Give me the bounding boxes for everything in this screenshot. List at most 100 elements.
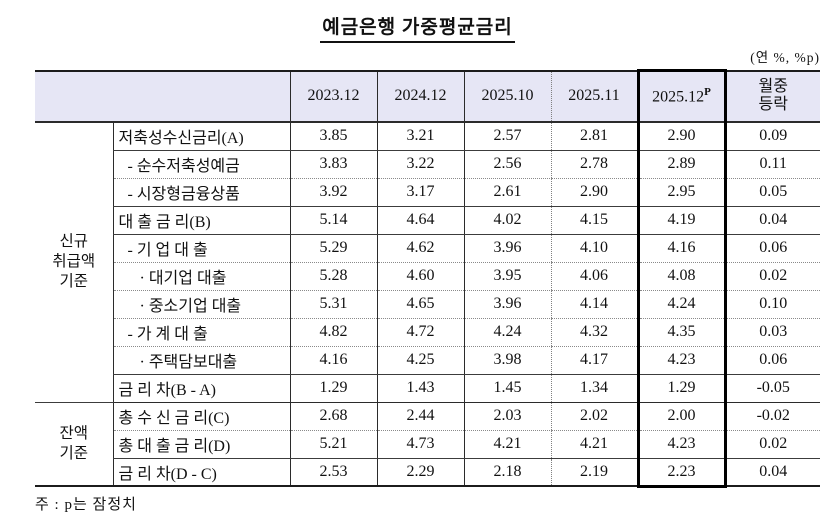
value-cell-current: 2.23 <box>636 458 727 488</box>
value-cell: 4.15 <box>550 206 638 235</box>
change-cell: 0.04 <box>723 206 820 235</box>
row-label: 총 대 출 금 리(D) <box>112 430 290 459</box>
value-cell: 4.62 <box>376 234 464 263</box>
value-cell: 4.02 <box>463 206 551 235</box>
value-cell: 4.72 <box>376 318 464 347</box>
change-cell: 0.09 <box>723 122 820 151</box>
value-cell: 4.16 <box>289 346 377 375</box>
value-cell-current: 4.19 <box>636 206 727 235</box>
value-cell: 1.43 <box>376 374 464 403</box>
value-cell: 4.17 <box>550 346 638 375</box>
change-cell: 0.10 <box>723 290 820 319</box>
row-label: · 주택담보대출 <box>112 346 290 375</box>
value-cell: 4.14 <box>550 290 638 319</box>
period-header: 2025.10 <box>463 70 551 123</box>
value-cell: 2.18 <box>463 458 551 486</box>
value-cell: 5.31 <box>289 290 377 319</box>
value-cell-current: 2.90 <box>636 122 727 151</box>
row-label: 금 리 차(D - C) <box>112 458 290 486</box>
current-period-label: 2025.12 <box>652 88 705 106</box>
value-cell: 2.02 <box>550 402 638 431</box>
table-row: 대 출 금 리(B) 5.14 4.64 4.02 4.15 4.19 0.04 <box>35 206 820 235</box>
change-cell: -0.05 <box>723 374 820 403</box>
provisional-superscript: P <box>704 86 711 99</box>
value-cell: 4.21 <box>550 430 638 459</box>
change-header: 월중 등락 <box>725 70 820 123</box>
table-row: 잔액 기준 총 수 신 금 리(C) 2.68 2.44 2.03 2.02 2… <box>35 402 820 487</box>
row-label: - 가 계 대 출 <box>112 318 290 347</box>
period-header: 2025.11 <box>550 70 638 123</box>
period-header: 2024.12 <box>376 70 464 123</box>
value-cell: 2.53 <box>289 458 377 486</box>
value-cell: 4.65 <box>376 290 464 319</box>
value-cell: 4.24 <box>463 318 551 347</box>
value-cell: 3.85 <box>289 122 377 151</box>
change-cell: 0.02 <box>723 430 820 459</box>
table-row: - 가 계 대 출 4.82 4.72 4.24 4.32 4.35 0.03 <box>35 318 820 347</box>
change-cell: 0.06 <box>723 234 820 263</box>
value-cell-current: 4.23 <box>636 430 727 459</box>
value-cell: 1.45 <box>463 374 551 403</box>
value-cell: 2.03 <box>463 402 551 431</box>
table-row: · 주택담보대출 4.16 4.25 3.98 4.17 4.23 0.06 <box>35 346 820 375</box>
value-cell: 2.61 <box>463 178 551 207</box>
table-row: - 시장형금융상품 3.92 3.17 2.61 2.90 2.95 0.05 <box>35 178 820 207</box>
value-cell: 4.25 <box>376 346 464 375</box>
change-cell: 0.06 <box>723 346 820 375</box>
value-cell-current: 2.95 <box>636 178 727 207</box>
value-cell-current: 2.89 <box>636 150 727 179</box>
value-cell: 5.21 <box>289 430 377 459</box>
value-cell: 2.56 <box>463 150 551 179</box>
value-cell: 3.92 <box>289 178 377 207</box>
footnote: 주 : p는 잠정치 <box>35 496 137 513</box>
table-row: 금 리 차(D - C) 2.53 2.29 2.18 2.19 2.23 0.… <box>35 458 820 488</box>
value-cell: 1.29 <box>289 374 377 403</box>
row-label: · 대기업 대출 <box>112 262 290 291</box>
table-row: 신규 취급액 기준 저축성수신금리(A) 3.85 3.21 2.57 2.81… <box>35 122 820 403</box>
value-cell: 3.22 <box>376 150 464 179</box>
value-cell: 4.73 <box>376 430 464 459</box>
value-cell-current: 4.35 <box>636 318 727 347</box>
value-cell: 2.78 <box>550 150 638 179</box>
table-row: - 기 업 대 출 5.29 4.62 3.96 4.10 4.16 0.06 <box>35 234 820 263</box>
row-label: 총 수 신 금 리(C) <box>112 402 290 431</box>
change-cell: 0.02 <box>723 262 820 291</box>
value-cell: 2.44 <box>376 402 464 431</box>
value-cell: 3.83 <box>289 150 377 179</box>
rates-table: 2023.12 2024.12 2025.10 2025.11 2025.12P… <box>35 69 820 488</box>
table-row: · 대기업 대출 5.28 4.60 3.95 4.06 4.08 0.02 <box>35 262 820 291</box>
change-cell: 0.05 <box>723 178 820 207</box>
change-cell: -0.02 <box>723 402 820 431</box>
value-cell-current: 4.08 <box>636 262 727 291</box>
value-cell: 2.68 <box>289 402 377 431</box>
value-cell: 5.29 <box>289 234 377 263</box>
value-cell: 4.21 <box>463 430 551 459</box>
group-label-balance: 잔액 기준 <box>35 402 113 487</box>
value-cell: 2.19 <box>550 458 638 486</box>
value-cell-current: 4.23 <box>636 346 727 375</box>
value-cell: 3.98 <box>463 346 551 375</box>
table-row: 금 리 차(B - A) 1.29 1.43 1.45 1.34 1.29 -0… <box>35 374 820 403</box>
group-label-new-transactions: 신규 취급액 기준 <box>35 122 113 403</box>
row-label: - 순수저축성예금 <box>112 150 290 179</box>
page-title: 예금은행 가중평균금리 <box>320 12 515 43</box>
value-cell: 2.90 <box>550 178 638 207</box>
value-cell: 3.95 <box>463 262 551 291</box>
value-cell: 3.96 <box>463 290 551 319</box>
value-cell: 2.57 <box>463 122 551 151</box>
value-cell: 5.14 <box>289 206 377 235</box>
header-row: 2023.12 2024.12 2025.10 2025.11 2025.12P… <box>35 69 820 123</box>
value-cell: 4.32 <box>550 318 638 347</box>
value-cell: 3.21 <box>376 122 464 151</box>
value-cell-current: 4.24 <box>636 290 727 319</box>
change-cell: 0.04 <box>723 458 820 486</box>
change-cell: 0.03 <box>723 318 820 347</box>
value-cell-current: 4.16 <box>636 234 727 263</box>
header-spacer-cell <box>35 70 290 123</box>
row-label: · 중소기업 대출 <box>112 290 290 319</box>
value-cell: 4.06 <box>550 262 638 291</box>
table-row: - 순수저축성예금 3.83 3.22 2.56 2.78 2.89 0.11 <box>35 150 820 179</box>
table-row: · 중소기업 대출 5.31 4.65 3.96 4.14 4.24 0.10 <box>35 290 820 319</box>
table-row: 총 대 출 금 리(D) 5.21 4.73 4.21 4.21 4.23 0.… <box>35 430 820 459</box>
